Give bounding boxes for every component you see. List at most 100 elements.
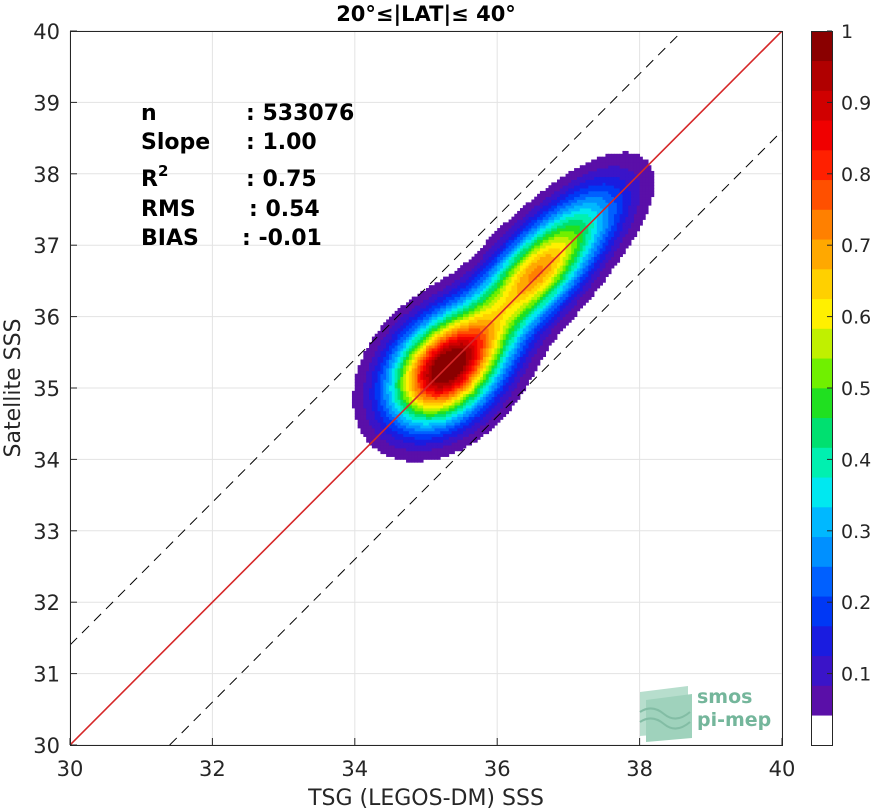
density-cell (574, 288, 578, 292)
density-cell (377, 345, 381, 349)
density-cell (428, 453, 433, 457)
density-cell (551, 199, 555, 203)
density-cell (403, 425, 407, 429)
density-cell (497, 265, 501, 269)
density-cell (531, 313, 535, 317)
density-cell (443, 359, 447, 363)
density-cell (539, 322, 544, 326)
density-cell (568, 305, 572, 309)
density-cell (505, 373, 509, 377)
density-cell (426, 410, 430, 415)
density-cell (437, 339, 441, 343)
density-cell (562, 262, 566, 266)
density-cell (591, 256, 595, 260)
density-cell (594, 219, 598, 223)
density-cell (471, 427, 475, 432)
density-cell (562, 242, 566, 246)
density-cell (548, 342, 552, 346)
density-cell (448, 382, 453, 386)
density-cell (505, 308, 509, 312)
density-cell (468, 345, 472, 349)
density-cell (519, 365, 524, 369)
density-cell (386, 405, 390, 409)
density-cell (551, 228, 555, 232)
density-cell (537, 328, 541, 332)
density-cell (542, 330, 547, 335)
density-cell (443, 419, 447, 423)
density-cell (505, 299, 509, 303)
density-cell (511, 233, 515, 238)
density-cell (525, 288, 529, 292)
density-cell (465, 365, 470, 369)
density-cell (508, 270, 512, 275)
density-cell (522, 265, 527, 269)
density-cell (471, 305, 475, 309)
density-cell (511, 376, 515, 380)
density-cell (605, 216, 609, 220)
density-cell (579, 173, 584, 178)
density-cell (545, 290, 549, 295)
density-cell (403, 379, 407, 383)
density-cell (525, 328, 529, 332)
density-cell (420, 439, 424, 443)
density-cell (408, 339, 413, 343)
density-cell (388, 370, 393, 375)
density-cell (397, 373, 401, 377)
density-cell (537, 208, 541, 212)
density-cell (548, 219, 552, 223)
density-cell (582, 196, 586, 200)
density-cell (482, 313, 487, 317)
density-cell (551, 216, 555, 220)
density-cell (565, 208, 569, 212)
density-cell (465, 396, 470, 400)
density-cell (596, 233, 601, 238)
density-cell (445, 308, 450, 312)
density-cell (426, 296, 430, 300)
density-cell (477, 290, 481, 295)
density-cell (411, 447, 416, 452)
density-cell (414, 333, 418, 337)
density-cell (519, 330, 524, 335)
density-cell (431, 382, 435, 386)
density-cell (411, 445, 416, 449)
density-cell (437, 447, 441, 452)
density-cell (417, 330, 421, 335)
density-cell (522, 325, 527, 329)
density-cell (383, 450, 387, 455)
density-cell (397, 425, 401, 429)
density-cell (534, 339, 538, 343)
density-cell (519, 250, 524, 255)
density-cell (537, 313, 541, 317)
density-cell (599, 250, 603, 255)
density-cell (434, 319, 438, 323)
density-cell (599, 188, 603, 192)
density-cell (551, 202, 555, 206)
density-cell (403, 413, 407, 417)
density-cell (568, 276, 572, 280)
density-cell (508, 370, 512, 375)
density-cell (448, 293, 453, 298)
density-cell (431, 410, 435, 415)
density-cell (599, 233, 603, 238)
density-cell (468, 379, 472, 383)
density-cell (596, 256, 601, 260)
density-cell (477, 288, 481, 292)
density-cell (471, 413, 475, 417)
density-cell (391, 353, 396, 357)
density-cell (602, 156, 606, 160)
density-cell (460, 339, 464, 343)
density-cell (477, 313, 481, 317)
density-cell (562, 265, 566, 269)
density-cell (445, 430, 450, 435)
density-cell (571, 179, 575, 183)
density-cell (482, 253, 487, 258)
density-cell (571, 228, 575, 232)
density-cell (497, 290, 501, 295)
density-cell (565, 313, 569, 317)
density-cell (571, 213, 575, 218)
density-cell (519, 322, 524, 326)
density-cell (559, 253, 564, 258)
density-cell (406, 393, 410, 397)
density-cell (488, 382, 492, 386)
density-cell (554, 219, 558, 223)
